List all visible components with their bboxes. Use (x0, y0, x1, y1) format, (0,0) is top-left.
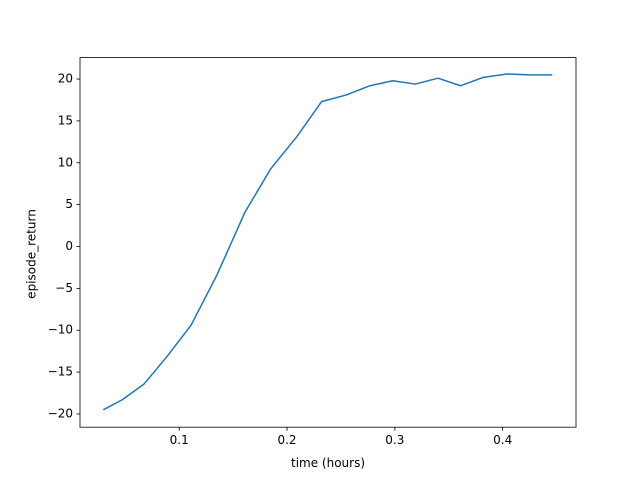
x-tick-label: 0.1 (170, 433, 189, 447)
x-tick-label: 0.4 (493, 433, 512, 447)
x-tick-label: 0.3 (385, 433, 404, 447)
y-tick-label: −10 (48, 323, 73, 337)
x-axis-label: time (hours) (291, 456, 365, 470)
x-tick-label: 0.2 (277, 433, 296, 447)
y-tick-label: −5 (55, 281, 73, 295)
y-axis-label: episode_return (25, 209, 39, 299)
plot-frame (79, 57, 577, 428)
y-tick-label: −15 (48, 365, 73, 379)
y-tick-label: 0 (65, 239, 73, 253)
line (102, 73, 553, 411)
y-tick-label: 5 (65, 197, 73, 211)
y-tick-label: −20 (48, 406, 73, 420)
y-tick-label: 15 (58, 113, 73, 127)
y-tick-label: 20 (58, 72, 73, 86)
y-tick-label: 10 (58, 155, 73, 169)
